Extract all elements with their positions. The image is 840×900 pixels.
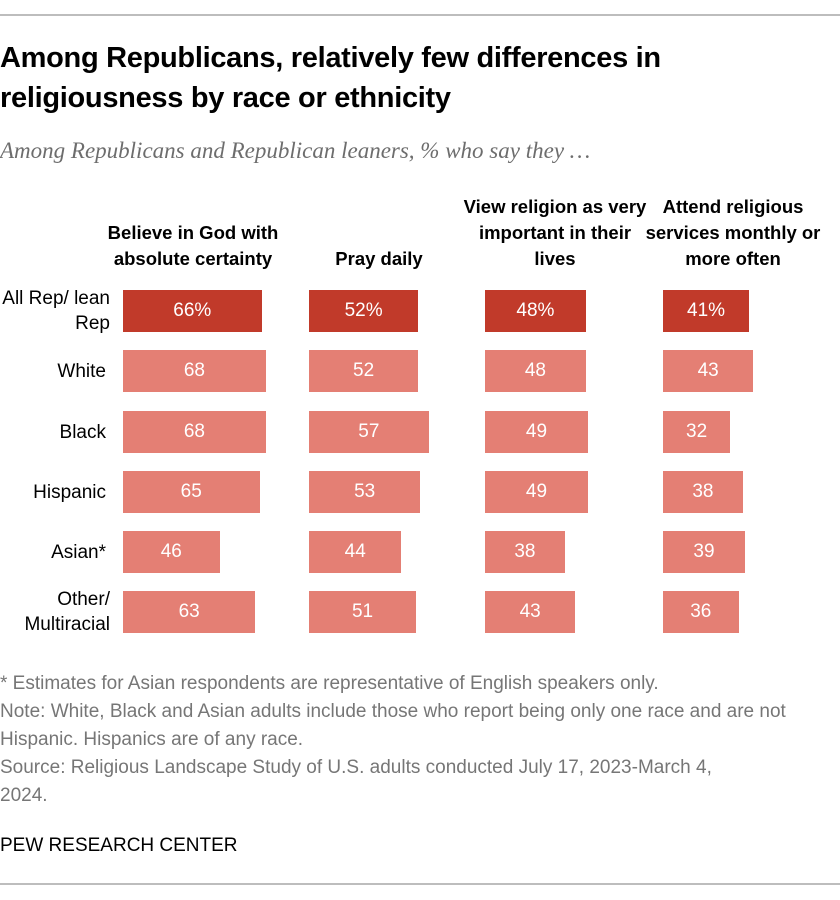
bar [309,531,402,573]
category-label: Black [59,422,106,443]
bar [123,591,256,633]
bar-value-label: 38 [514,541,536,562]
bar-value-label: 36 [690,601,712,622]
bar [309,290,419,332]
bar-value-label: 43 [519,601,541,622]
category-label: Other/ Multiracial [24,589,110,635]
bar-value-label: 65 [180,481,202,502]
category-label: All Rep/ lean Rep [2,288,110,334]
bar-value-label: 43 [697,360,719,381]
credit: PEW RESEARCH CENTER [0,835,238,856]
bar [123,411,266,453]
bar [485,411,588,453]
footnote-asian: * Estimates for Asian respondents are re… [0,673,659,694]
bar-value-label: 52 [353,360,375,381]
bar-value-label: 52% [344,300,383,321]
bar [663,591,739,633]
bar [485,290,586,332]
bar-value-label: 46 [160,541,182,562]
top-rule [0,14,840,16]
chart-subtitle: Among Republicans and Republican leaners… [0,138,591,163]
bar [309,471,421,513]
bar-value-label: 41% [687,300,726,321]
bottom-rule [0,883,840,885]
bar-value-label: 51 [351,601,374,622]
footnote-source: Source: Religious Landscape Study of U.S… [0,757,712,806]
bar [123,290,262,332]
category-label: Asian* [51,542,106,563]
bar [663,531,745,573]
category-label: Hispanic [33,482,106,503]
bar [309,350,419,392]
bar [485,350,586,392]
bar [485,531,565,573]
bar [123,471,260,513]
category-label: White [57,361,106,382]
bar [485,591,576,633]
bar-value-label: 63 [178,601,200,622]
bar [309,411,429,453]
panel-header: Pray daily [335,248,423,269]
panel-header: View religion as very important in their… [463,196,647,269]
panel-header: Attend religious services monthly or mor… [645,196,821,269]
bar-value-label: 53 [354,481,376,502]
bar [663,471,743,513]
footnote-note: Note: White, Black and Asian adults incl… [0,701,786,750]
bar [663,290,750,332]
bar-value-label: 32 [686,421,708,442]
bar [663,411,731,453]
bar-value-label: 48% [516,300,555,321]
bar-value-label: 38 [692,481,714,502]
bar-value-label: 49 [525,421,548,442]
bar [123,350,266,392]
bar [663,350,754,392]
bar-value-label: 68 [183,421,205,442]
bar-value-label: 68 [183,360,205,381]
bar-value-label: 39 [693,541,715,562]
bar-value-label: 66% [173,300,212,321]
chart-title: Among Republicans, relatively few differ… [0,42,661,114]
bar-value-label: 49 [525,481,548,502]
bar-value-label: 44 [344,541,366,562]
bar-value-label: 57 [358,421,380,442]
bar [485,471,588,513]
panel-header: Believe in God with absolute certainty [107,222,279,269]
bar [309,591,417,633]
bar-value-label: 48 [524,360,546,381]
bar [123,531,220,573]
